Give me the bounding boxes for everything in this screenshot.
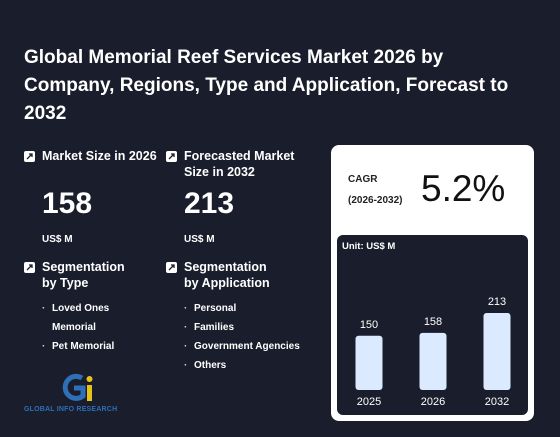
list-item: Loved Ones Memorial	[42, 299, 132, 337]
forecast-size-block: Forecasted Market Size in 2032 213 US$ M	[166, 148, 316, 248]
segmentation-type-block: Segmentation by Type Loved Ones Memorial…	[24, 259, 164, 359]
category-label: 2026	[421, 396, 445, 408]
segmentation-application-label: Segmentation by Application	[184, 260, 270, 290]
trend-arrow-icon	[24, 262, 35, 273]
market-size-unit: US$ M	[42, 234, 73, 245]
company-logo: GLOBAL INFO RESEARCH	[24, 372, 144, 416]
bar-value-label: 213	[488, 296, 506, 308]
bar-2032	[483, 313, 511, 390]
bar-2026	[419, 332, 447, 390]
application-list: Personal Families Government Agencies Ot…	[184, 299, 314, 375]
trend-arrow-icon	[166, 151, 177, 162]
bar-2025	[355, 335, 383, 390]
trend-arrow-icon	[24, 151, 35, 162]
page-title: Global Memorial Reef Services Market 202…	[24, 47, 509, 124]
bar-chart: 150 2025 158 2026 213 2032	[355, 296, 511, 408]
segmentation-application-block: Segmentation by Application Personal Fam…	[166, 259, 316, 379]
category-label: 2032	[485, 396, 509, 408]
market-size-block: Market Size in 2026 158 US$ M	[24, 148, 164, 248]
cagr-label: CAGR	[348, 174, 378, 185]
bar-value-label: 150	[360, 319, 378, 331]
bar-chart-panel: Unit: US$ M 150 2025 158 2026 213 2032	[337, 235, 528, 415]
list-item: Government Agencies	[184, 337, 314, 356]
market-size-label: Market Size in 2026	[42, 149, 157, 163]
cagr-card: CAGR (2026-2032) 5.2% Unit: US$ M 150 202…	[331, 145, 534, 421]
cagr-value: 5.2%	[421, 168, 506, 209]
list-item: Families	[184, 318, 314, 337]
list-item: Pet Memorial	[42, 337, 132, 356]
cagr-period: (2026-2032)	[348, 195, 403, 206]
list-item: Personal	[184, 299, 314, 318]
trend-arrow-icon	[166, 262, 177, 273]
list-item: Others	[184, 356, 314, 375]
type-list: Loved Ones Memorial Pet Memorial	[42, 299, 132, 356]
bar-value-label: 158	[424, 316, 442, 328]
logo-text: GLOBAL INFO RESEARCH	[24, 406, 118, 413]
segmentation-type-label: Segmentation by Type	[42, 260, 125, 290]
chart-unit-label: Unit: US$ M	[342, 241, 396, 252]
forecast-size-value: 213	[184, 187, 235, 220]
category-label: 2025	[357, 396, 381, 408]
forecast-size-label: Forecasted Market Size in 2032	[184, 149, 295, 179]
logo-mark-icon	[62, 373, 93, 401]
market-size-value: 158	[42, 187, 93, 220]
forecast-size-unit: US$ M	[184, 234, 215, 245]
